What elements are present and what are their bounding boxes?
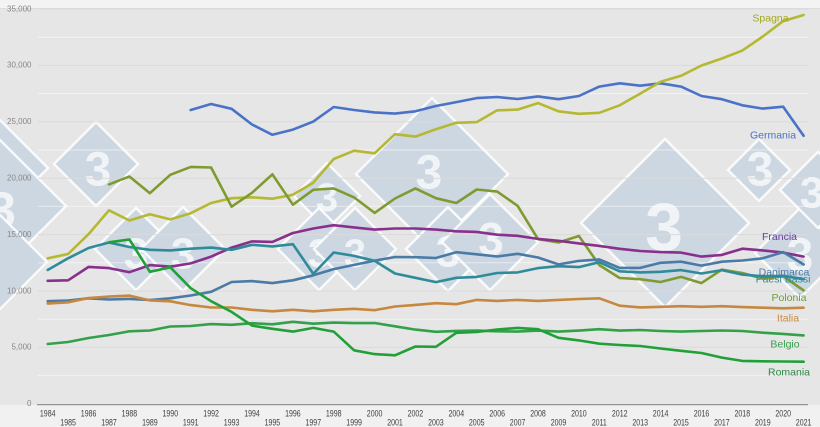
svg-text:2018: 2018 (734, 408, 750, 418)
svg-text:1985: 1985 (60, 417, 76, 427)
svg-text:3: 3 (85, 144, 112, 197)
svg-text:1984: 1984 (40, 408, 56, 418)
svg-text:1987: 1987 (101, 417, 117, 427)
svg-text:1995: 1995 (265, 417, 281, 427)
svg-text:Polonia: Polonia (771, 292, 806, 304)
svg-text:2008: 2008 (530, 408, 546, 418)
svg-text:0: 0 (27, 399, 32, 408)
svg-text:2009: 2009 (551, 417, 567, 427)
svg-text:1993: 1993 (224, 417, 240, 427)
svg-text:2021: 2021 (796, 417, 812, 427)
svg-text:1992: 1992 (203, 408, 219, 418)
svg-text:3: 3 (800, 169, 820, 218)
svg-text:2005: 2005 (469, 417, 485, 427)
svg-text:Danimarca: Danimarca (759, 267, 810, 279)
svg-text:Francia: Francia (762, 231, 797, 243)
svg-text:2019: 2019 (755, 417, 771, 427)
svg-text:1999: 1999 (346, 417, 362, 427)
svg-text:5,000: 5,000 (11, 343, 32, 352)
svg-text:2011: 2011 (592, 417, 608, 427)
svg-text:2017: 2017 (714, 417, 730, 427)
svg-text:Belgio: Belgio (770, 339, 799, 351)
svg-text:35,000: 35,000 (7, 4, 32, 13)
svg-text:2016: 2016 (694, 408, 710, 418)
svg-text:Italia: Italia (777, 313, 799, 325)
svg-text:2006: 2006 (489, 408, 505, 418)
svg-text:2010: 2010 (571, 408, 587, 418)
svg-text:1996: 1996 (285, 408, 301, 418)
svg-text:15,000: 15,000 (7, 230, 32, 239)
svg-text:2015: 2015 (673, 417, 689, 427)
svg-text:1990: 1990 (162, 408, 178, 418)
svg-text:2020: 2020 (775, 408, 791, 418)
svg-text:3: 3 (747, 144, 774, 197)
svg-text:1986: 1986 (81, 408, 97, 418)
svg-text:2002: 2002 (408, 408, 424, 418)
svg-text:2000: 2000 (367, 408, 383, 418)
svg-text:1997: 1997 (305, 417, 321, 427)
svg-text:Germania: Germania (750, 130, 796, 142)
svg-text:20,000: 20,000 (7, 174, 32, 183)
svg-text:2001: 2001 (387, 417, 403, 427)
svg-text:2014: 2014 (653, 408, 669, 418)
svg-text:2007: 2007 (510, 417, 526, 427)
svg-text:25,000: 25,000 (7, 117, 32, 126)
svg-text:30,000: 30,000 (7, 61, 32, 70)
svg-text:1991: 1991 (183, 417, 199, 427)
svg-text:Romania: Romania (768, 367, 810, 379)
svg-text:10,000: 10,000 (7, 286, 32, 295)
svg-text:1994: 1994 (244, 408, 260, 418)
svg-text:1988: 1988 (122, 408, 138, 418)
svg-text:1989: 1989 (142, 417, 158, 427)
svg-text:2013: 2013 (632, 417, 648, 427)
svg-text:2003: 2003 (428, 417, 444, 427)
svg-text:2004: 2004 (448, 408, 464, 418)
svg-text:Paesi Bassi: Paesi Bassi (756, 274, 811, 286)
svg-text:1998: 1998 (326, 408, 342, 418)
svg-text:2012: 2012 (612, 408, 628, 418)
svg-text:Spagna: Spagna (752, 13, 788, 25)
